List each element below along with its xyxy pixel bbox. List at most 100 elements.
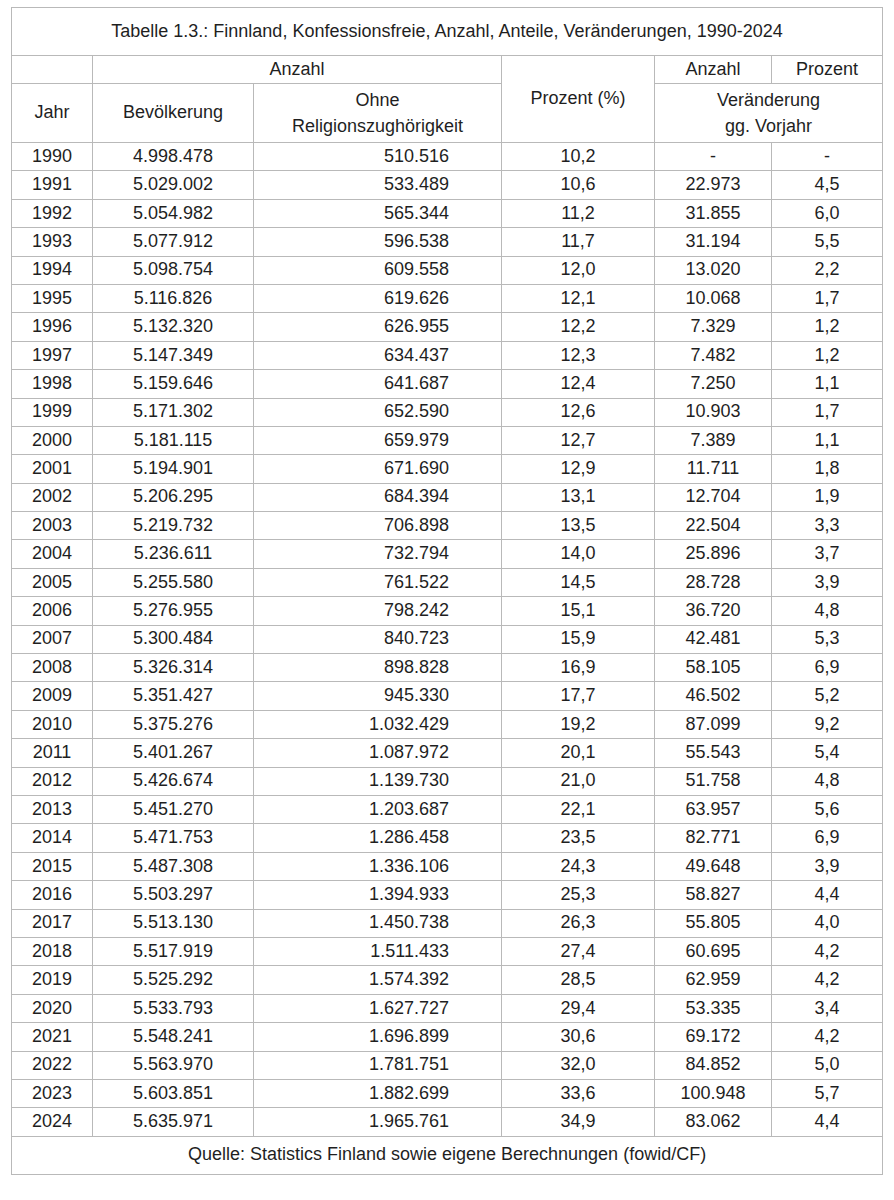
- cell-veraenderung-prozent: 1,7: [772, 284, 883, 312]
- cell-bevoelkerung: 5.219.732: [93, 512, 254, 540]
- cell-prozent: 33,6: [502, 1079, 655, 1107]
- cell-jahr: 2009: [12, 682, 93, 710]
- cell-veraenderung-anzahl: 10.068: [655, 284, 772, 312]
- cell-veraenderung-anzahl: 7.329: [655, 313, 772, 341]
- cell-ohne-religionszugehoerigkeit: 565.344: [254, 199, 502, 227]
- cell-bevoelkerung: 5.276.955: [93, 597, 254, 625]
- cell-veraenderung-prozent: 4,8: [772, 597, 883, 625]
- cell-jahr: 1998: [12, 370, 93, 398]
- cell-veraenderung-anzahl: 7.482: [655, 341, 772, 369]
- cell-jahr: 1993: [12, 228, 93, 256]
- cell-ohne-religionszugehoerigkeit: 1.882.699: [254, 1079, 502, 1107]
- cell-veraenderung-anzahl: 55.543: [655, 739, 772, 767]
- cell-ohne-religionszugehoerigkeit: 533.489: [254, 171, 502, 199]
- cell-jahr: 1995: [12, 284, 93, 312]
- cell-ohne-religionszugehoerigkeit: 840.723: [254, 625, 502, 653]
- table-row: 20145.471.7531.286.45823,582.7716,9: [12, 824, 883, 852]
- cell-veraenderung-anzahl: -: [655, 143, 772, 171]
- cell-veraenderung-anzahl: 49.648: [655, 852, 772, 880]
- header-col-bevoelkerung: Bevölkerung: [93, 84, 254, 143]
- cell-veraenderung-prozent: 5,6: [772, 795, 883, 823]
- header-row-groups: Anzahl Prozent (%) Anzahl Prozent: [12, 56, 883, 84]
- cell-ohne-religionszugehoerigkeit: 1.336.106: [254, 852, 502, 880]
- cell-veraenderung-prozent: 3,7: [772, 540, 883, 568]
- cell-ohne-religionszugehoerigkeit: 1.286.458: [254, 824, 502, 852]
- table-row: 19935.077.912596.53811,731.1945,5: [12, 228, 883, 256]
- table-row: 20135.451.2701.203.68722,163.9575,6: [12, 795, 883, 823]
- cell-bevoelkerung: 5.451.270: [93, 795, 254, 823]
- cell-prozent: 32,0: [502, 1051, 655, 1079]
- cell-ohne-religionszugehoerigkeit: 1.574.392: [254, 966, 502, 994]
- cell-jahr: 1997: [12, 341, 93, 369]
- cell-veraenderung-prozent: 1,1: [772, 426, 883, 454]
- cell-prozent: 19,2: [502, 710, 655, 738]
- table-row: 19955.116.826619.62612,110.0681,7: [12, 284, 883, 312]
- cell-veraenderung-prozent: 6,9: [772, 654, 883, 682]
- cell-prozent: 16,9: [502, 654, 655, 682]
- cell-prozent: 15,9: [502, 625, 655, 653]
- cell-veraenderung-anzahl: 58.105: [655, 654, 772, 682]
- cell-jahr: 2019: [12, 966, 93, 994]
- cell-prozent: 13,1: [502, 483, 655, 511]
- table-row: 20015.194.901671.69012,911.7111,8: [12, 455, 883, 483]
- cell-prozent: 25,3: [502, 881, 655, 909]
- table-row: 20175.513.1301.450.73826,355.8054,0: [12, 909, 883, 937]
- header-col-ohne-religionszugehoerigkeit: Ohne Religionszughörigkeit: [254, 84, 502, 143]
- cell-veraenderung-anzahl: 31.855: [655, 199, 772, 227]
- cell-ohne-religionszugehoerigkeit: 1.511.433: [254, 937, 502, 965]
- cell-ohne-religionszugehoerigkeit: 1.450.738: [254, 909, 502, 937]
- cell-bevoelkerung: 5.635.971: [93, 1108, 254, 1136]
- cell-prozent: 10,2: [502, 143, 655, 171]
- cell-veraenderung-prozent: 4,2: [772, 1023, 883, 1051]
- cell-veraenderung-prozent: 5,3: [772, 625, 883, 653]
- table-row: 20205.533.7931.627.72729,453.3353,4: [12, 994, 883, 1022]
- cell-ohne-religionszugehoerigkeit: 596.538: [254, 228, 502, 256]
- cell-prozent: 12,7: [502, 426, 655, 454]
- cell-bevoelkerung: 5.132.320: [93, 313, 254, 341]
- source-note: Quelle: Statistics Finland sowie eigene …: [12, 1136, 883, 1174]
- cell-prozent: 12,2: [502, 313, 655, 341]
- table-row: 20195.525.2921.574.39228,562.9594,2: [12, 966, 883, 994]
- table-row: 19965.132.320626.95512,27.3291,2: [12, 313, 883, 341]
- cell-jahr: 2002: [12, 483, 93, 511]
- cell-ohne-religionszugehoerigkeit: 1.032.429: [254, 710, 502, 738]
- cell-veraenderung-prozent: 5,5: [772, 228, 883, 256]
- cell-jahr: 2020: [12, 994, 93, 1022]
- cell-prozent: 11,7: [502, 228, 655, 256]
- cell-veraenderung-prozent: 1,2: [772, 341, 883, 369]
- cell-ohne-religionszugehoerigkeit: 684.394: [254, 483, 502, 511]
- cell-ohne-religionszugehoerigkeit: 652.590: [254, 398, 502, 426]
- cell-bevoelkerung: 5.375.276: [93, 710, 254, 738]
- cell-veraenderung-prozent: 1,7: [772, 398, 883, 426]
- table-row: 19975.147.349634.43712,37.4821,2: [12, 341, 883, 369]
- cell-bevoelkerung: 5.181.115: [93, 426, 254, 454]
- table-body: 19904.998.478510.51610,2--19915.029.0025…: [12, 143, 883, 1137]
- cell-bevoelkerung: 5.401.267: [93, 739, 254, 767]
- table-row: 19945.098.754609.55812,013.0202,2: [12, 256, 883, 284]
- table-row: 19985.159.646641.68712,47.2501,1: [12, 370, 883, 398]
- cell-bevoelkerung: 5.517.919: [93, 937, 254, 965]
- table-row: 20215.548.2411.696.89930,669.1724,2: [12, 1023, 883, 1051]
- header-group-anzahl: Anzahl: [93, 56, 502, 84]
- cell-bevoelkerung: 5.159.646: [93, 370, 254, 398]
- cell-veraenderung-prozent: 4,0: [772, 909, 883, 937]
- cell-veraenderung-anzahl: 7.389: [655, 426, 772, 454]
- table-row: 20115.401.2671.087.97220,155.5435,4: [12, 739, 883, 767]
- cell-veraenderung-prozent: 6,9: [772, 824, 883, 852]
- cell-veraenderung-anzahl: 28.728: [655, 568, 772, 596]
- cell-jahr: 2021: [12, 1023, 93, 1051]
- cell-bevoelkerung: 5.603.851: [93, 1079, 254, 1107]
- cell-ohne-religionszugehoerigkeit: 634.437: [254, 341, 502, 369]
- cell-ohne-religionszugehoerigkeit: 659.979: [254, 426, 502, 454]
- cell-jahr: 1992: [12, 199, 93, 227]
- cell-prozent: 34,9: [502, 1108, 655, 1136]
- cell-jahr: 1990: [12, 143, 93, 171]
- cell-bevoelkerung: 5.029.002: [93, 171, 254, 199]
- cell-veraenderung-anzahl: 12.704: [655, 483, 772, 511]
- cell-prozent: 12,1: [502, 284, 655, 312]
- table-row: 20005.181.115659.97912,77.3891,1: [12, 426, 883, 454]
- cell-veraenderung-anzahl: 51.758: [655, 767, 772, 795]
- cell-bevoelkerung: 5.054.982: [93, 199, 254, 227]
- cell-veraenderung-anzahl: 11.711: [655, 455, 772, 483]
- cell-veraenderung-anzahl: 22.504: [655, 512, 772, 540]
